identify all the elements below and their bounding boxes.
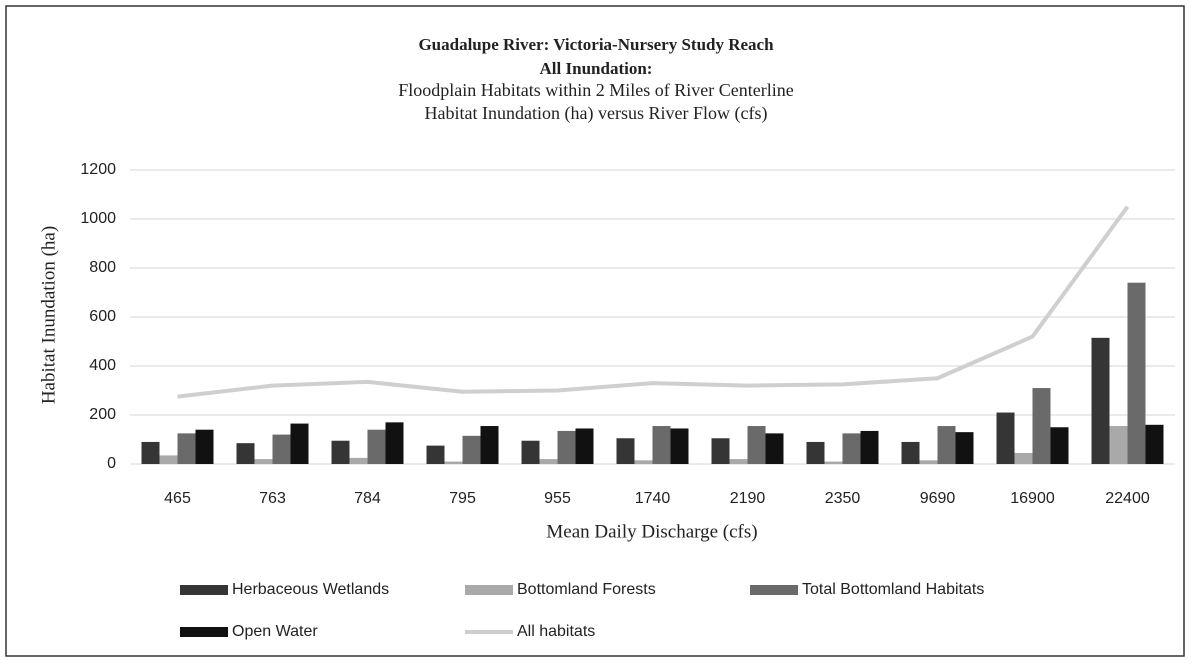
bar [652,426,671,464]
chart-frame [5,5,1185,657]
y-tick-label: 1000 [80,210,116,227]
legend-swatch [750,585,798,595]
bar [729,459,748,464]
y-tick-label: 0 [107,455,116,472]
bar [860,430,879,464]
y-tick-label: 200 [89,406,116,423]
x-axis-label: Mean Daily Discharge (cfs) [546,521,757,542]
bar [806,441,825,464]
bar [616,438,635,464]
bar [955,432,974,464]
x-tick-label: 2190 [730,490,766,507]
legend-label: Bottomland Forests [517,581,656,598]
bar [159,455,178,464]
x-tick-label: 16900 [1010,490,1055,507]
bar [1091,337,1110,464]
bar [842,433,861,464]
bar [1032,388,1051,464]
legend-swatch [180,627,228,637]
x-tick-label: 955 [544,490,571,507]
legend-swatch [465,585,513,595]
bar [747,426,766,464]
chart-subtitle: Habitat Inundation (ha) versus River Flo… [425,103,768,124]
bar [254,459,273,464]
legend-label: Herbaceous Wetlands [232,581,389,598]
legend-label: All habitats [517,623,595,640]
bar [272,434,291,464]
y-tick-label: 600 [89,308,116,325]
bar [331,440,350,464]
chart-subtitle: Floodplain Habitats within 2 Miles of Ri… [398,80,793,100]
legend-label: Total Bottomland Habitats [802,581,984,598]
bar [634,460,653,464]
bar [919,460,938,464]
bar [1127,282,1146,464]
bar [236,443,255,464]
x-tick-label: 1740 [635,490,671,507]
x-tick-label: 22400 [1105,490,1150,507]
x-tick-label: 2350 [825,490,861,507]
bar [141,441,160,464]
bar [367,429,386,464]
bar [575,428,594,464]
y-tick-label: 400 [89,357,116,374]
bar [521,440,540,464]
bar [937,426,956,464]
bar [195,429,214,464]
line [177,205,1130,399]
bar [539,459,558,464]
y-tick-label: 800 [89,259,116,276]
bar [1050,427,1069,464]
x-tick-label: 465 [164,490,191,507]
bar [1109,426,1128,464]
y-axis-label: Habitat Inundation (ha) [38,226,59,404]
bar [824,461,843,464]
bar [1014,452,1033,464]
x-tick-label: 9690 [920,490,956,507]
chart-title: All Inundation: [540,59,653,78]
bar [711,438,730,464]
bar [670,428,689,464]
y-tick-label: 1200 [80,161,116,178]
bar [290,423,309,464]
bar [426,445,445,464]
bar [480,426,499,464]
bar [557,430,576,464]
x-tick-label: 784 [354,490,381,507]
bar [385,422,404,464]
legend-label: Open Water [232,623,318,640]
bar [996,412,1015,464]
bar [444,461,463,464]
x-tick-label: 795 [449,490,476,507]
bar [349,457,368,464]
legend-swatch [180,585,228,595]
bar [765,433,784,464]
bar [901,441,920,464]
bar [177,433,196,464]
bar [462,435,481,464]
x-tick-label: 763 [259,490,286,507]
chart-title: Guadalupe River: Victoria-Nursery Study … [418,35,774,54]
bar [1145,424,1164,464]
